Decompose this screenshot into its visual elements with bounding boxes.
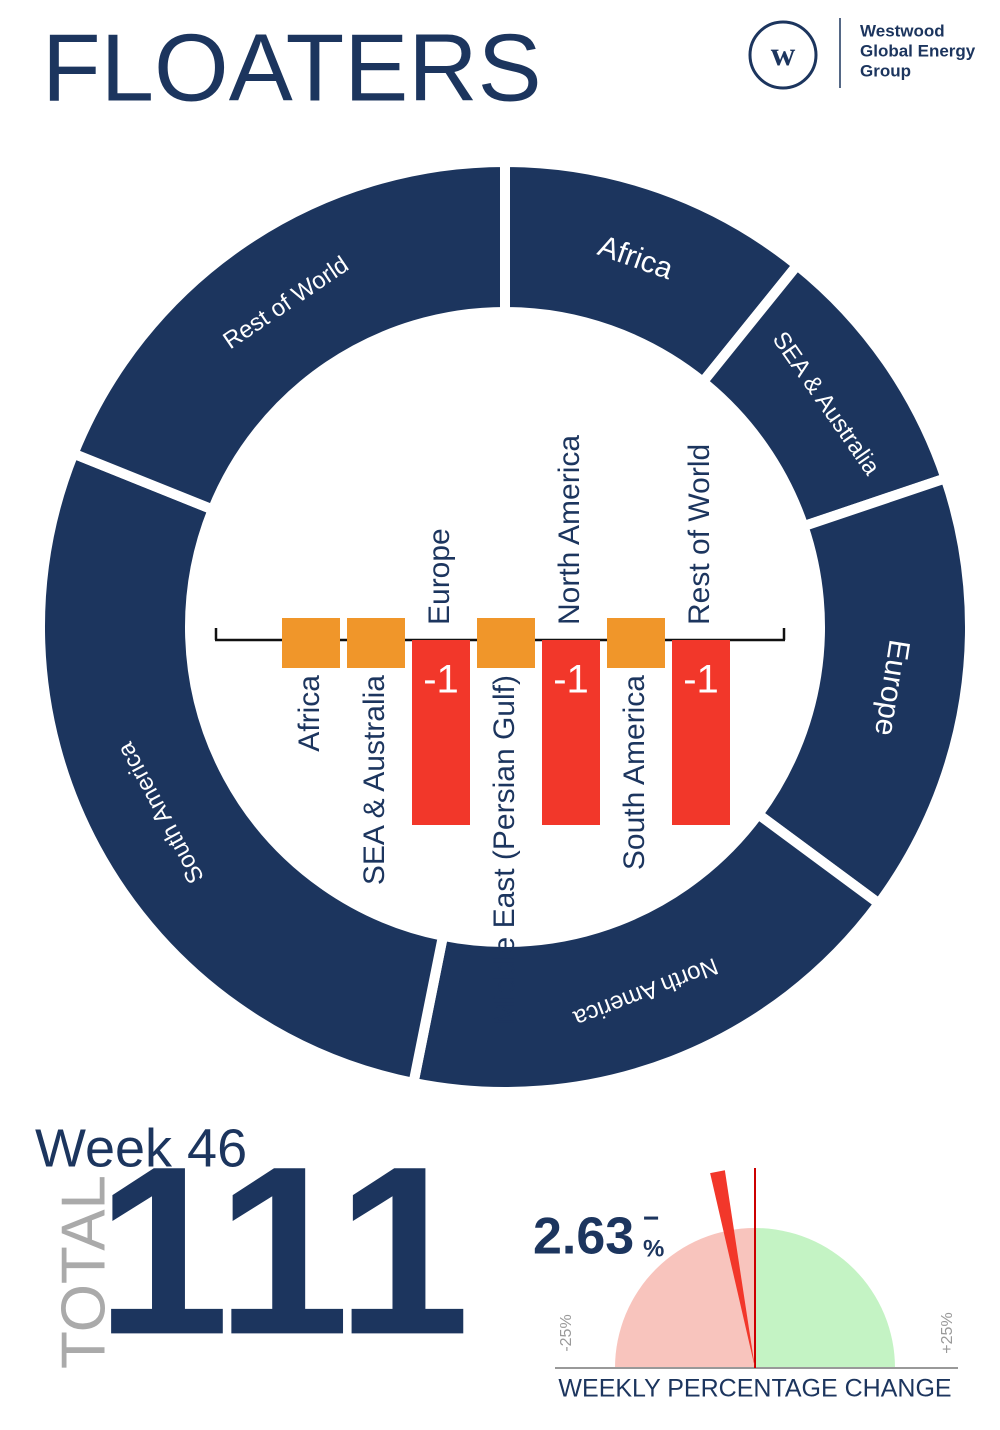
bar-category-label: North America [553,435,586,625]
gauge-negative [615,1228,755,1368]
gauge-tick-label: +25% [939,1312,956,1353]
bar [542,640,600,825]
gauge-caption: WEEKLY PERCENTAGE CHANGE [558,1375,951,1403]
bar-category-label: Rest of World [683,444,716,625]
gauge-needle [710,1170,755,1368]
bar-category-label: South America [618,675,651,870]
logo-text: Westwood [860,21,945,40]
donut-segment [67,156,510,517]
bar [412,640,470,825]
gauge-sign: − [643,1202,659,1233]
bar-category-label: SEA & Australia [358,675,391,885]
total-value: 111 [96,1116,470,1384]
gauge-unit: % [643,1235,664,1262]
logo-mark: w [771,36,796,73]
bar-value-label: -1 [683,658,719,702]
bar-category-label: Middle East (Persian Gulf) [488,675,521,1025]
donut-segment [35,447,449,1089]
logo-text: Group [860,61,911,80]
total-label: TOTAL [49,1175,118,1369]
bar-value-label: -1 [553,658,589,702]
week-label: Week 46 [35,1118,247,1178]
bar-category-label: Europe [423,528,456,625]
donut-segment [407,807,886,1097]
page-title: FLOATERS [42,14,542,121]
bar-value-label: -1 [423,658,459,702]
bar [672,640,730,825]
zero-marker [477,618,535,668]
gauge-positive [755,1228,895,1368]
gauge-value: 2.63 [533,1208,634,1266]
bar-category-label: Africa [293,675,326,752]
gauge-tick-label: -25% [558,1314,575,1351]
logo-text: Global Energy [860,41,976,60]
logo-circle [748,20,818,90]
zero-marker [607,618,665,668]
zero-marker [282,618,340,668]
zero-marker [347,618,405,668]
